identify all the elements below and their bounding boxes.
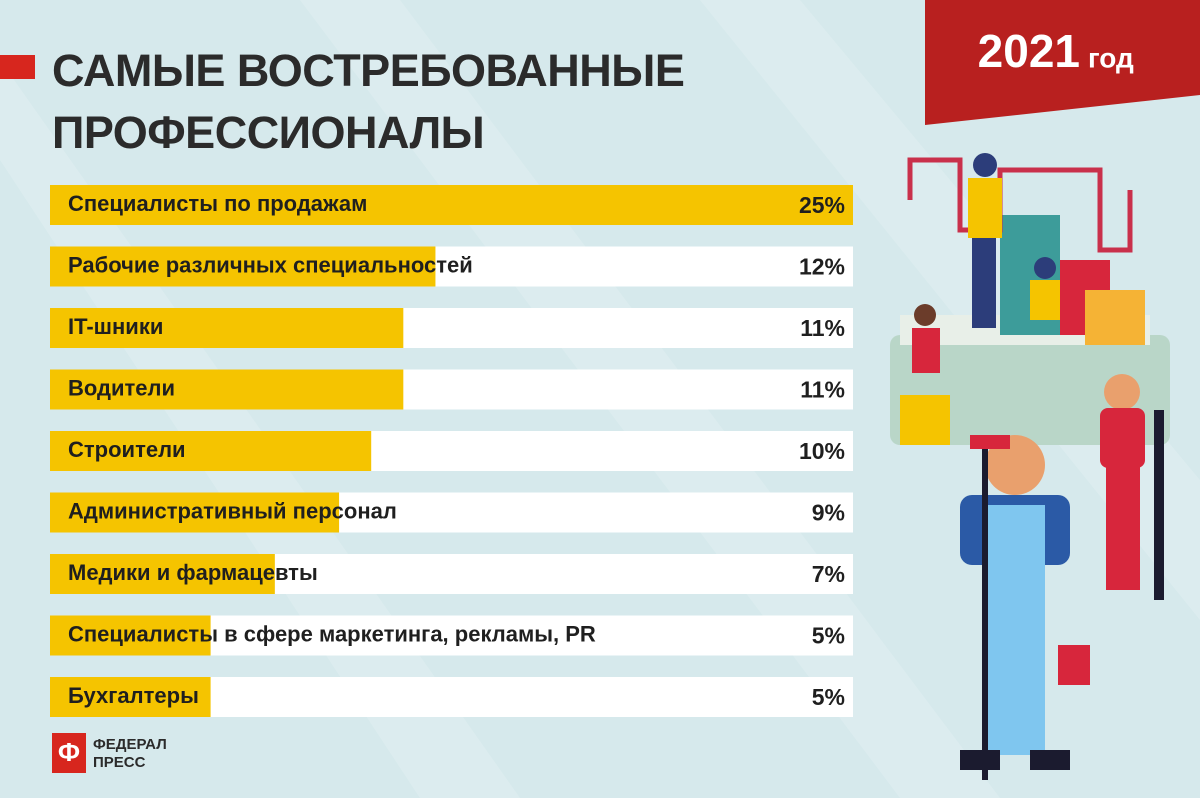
value-label: 11% xyxy=(800,377,845,403)
badge-unit: год xyxy=(1088,42,1134,73)
accent-rect xyxy=(0,55,35,79)
badge-year: 2021 xyxy=(978,25,1080,77)
value-label: 7% xyxy=(812,561,845,587)
bar xyxy=(50,369,404,410)
category-label: Административный персонал xyxy=(68,498,397,523)
value-label: 9% xyxy=(812,500,845,526)
svg-text:Ф: Ф xyxy=(58,737,80,767)
logo: Ф ФЕДЕРАЛ ПРЕСС xyxy=(52,733,167,773)
bar xyxy=(50,185,853,225)
bar xyxy=(50,431,372,471)
year-badge xyxy=(925,0,1200,125)
category-label: Специалисты по продажам xyxy=(68,191,367,216)
value-label: 12% xyxy=(799,254,845,280)
value-label: 5% xyxy=(812,623,845,649)
logo-line: ФЕДЕРАЛ xyxy=(93,736,167,753)
bar xyxy=(50,492,340,533)
bar xyxy=(50,615,211,656)
value-label: 25% xyxy=(799,192,845,218)
category-label: Строители xyxy=(68,437,186,462)
category-label: Водители xyxy=(68,375,175,400)
chart-title: САМЫЕ ВОСТРЕБОВАННЫЕ ПРОФЕССИОНАЛЫ xyxy=(52,45,685,158)
bar xyxy=(50,554,275,594)
category-label: Специалисты в сфере маркетинга, рекламы,… xyxy=(68,621,596,646)
category-label: Медики и фармацевты xyxy=(68,560,318,585)
logo-line: ПРЕСС xyxy=(93,754,146,771)
value-label: 11% xyxy=(800,315,845,341)
value-label: 10% xyxy=(799,438,845,464)
bar xyxy=(50,246,436,287)
category-label: Бухгалтеры xyxy=(68,683,199,708)
illustration xyxy=(890,153,1170,780)
bar xyxy=(50,677,211,717)
category-label: IT-шники xyxy=(68,314,163,339)
category-label: Рабочие различных специальностей xyxy=(68,252,473,277)
value-label: 5% xyxy=(812,684,845,710)
bar xyxy=(50,308,404,348)
